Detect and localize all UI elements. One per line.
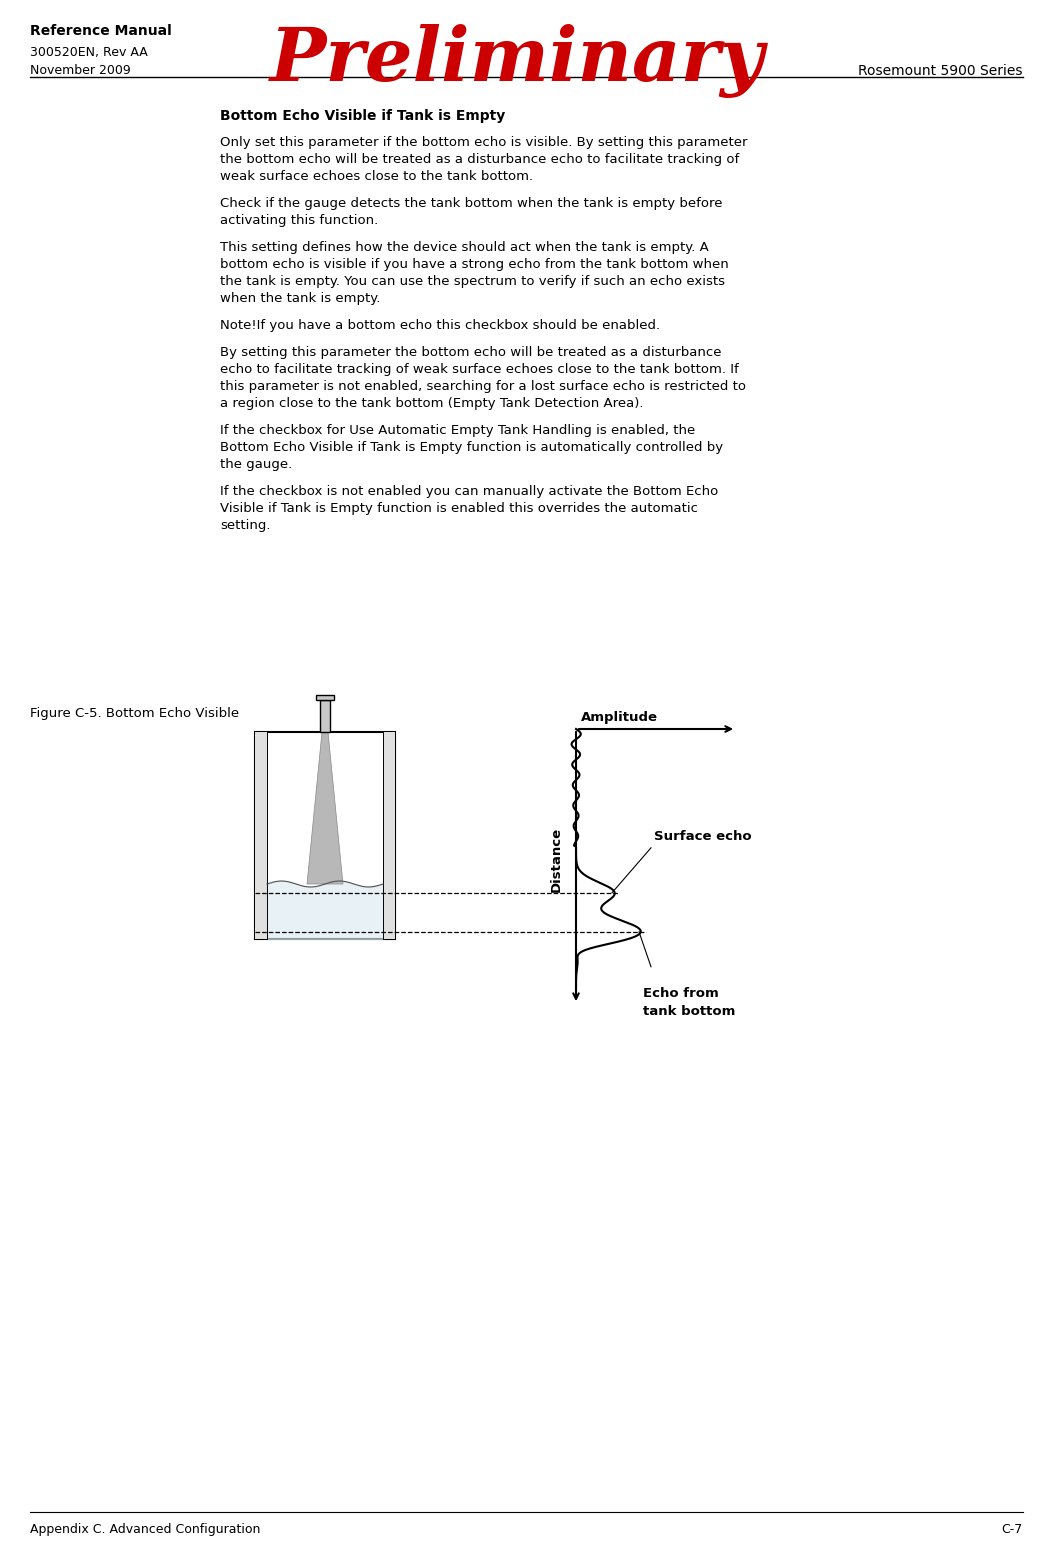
Text: Only set this parameter if the bottom echo is visible. By setting this parameter: Only set this parameter if the bottom ec… [220,136,748,149]
Bar [320,700,330,732]
Text: Check if the gauge detects the tank bottom when the tank is empty before: Check if the gauge detects the tank bott… [220,197,722,210]
Text: Visible if Tank is Empty function is enabled this overrides the automatic: Visible if Tank is Empty function is ena… [220,501,698,516]
Text: Appendix C. Advanced Configuration: Appendix C. Advanced Configuration [29,1523,260,1536]
Text: activating this function.: activating this function. [220,215,378,227]
Text: Bottom Echo Visible if Tank is Empty: Bottom Echo Visible if Tank is Empty [220,110,505,122]
Text: setting.: setting. [220,519,271,533]
Bar [255,732,395,939]
Text: Distance: Distance [550,826,562,892]
Text: Surface echo: Surface echo [654,831,752,843]
Text: Figure C-5. Bottom Echo Visible: Figure C-5. Bottom Echo Visible [29,707,239,719]
Text: weak surface echoes close to the tank bottom.: weak surface echoes close to the tank bo… [220,169,533,183]
Bar [383,732,395,939]
Polygon shape [307,732,343,884]
Text: Echo from: Echo from [643,987,719,1000]
Text: Reference Manual: Reference Manual [29,24,172,38]
Text: the gauge.: the gauge. [220,458,293,472]
Text: November 2009: November 2009 [29,64,131,77]
Text: 300520EN, Rev AA: 300520EN, Rev AA [29,45,147,60]
Text: If the checkbox is not enabled you can manually activate the Bottom Echo: If the checkbox is not enabled you can m… [220,486,718,498]
Text: the bottom echo will be treated as a disturbance echo to facilitate tracking of: the bottom echo will be treated as a dis… [220,154,739,166]
Text: Note!If you have a bottom echo this checkbox should be enabled.: Note!If you have a bottom echo this chec… [220,320,660,332]
Text: this parameter is not enabled, searching for a lost surface echo is restricted t: this parameter is not enabled, searching… [220,381,746,393]
Text: the tank is empty. You can use the spectrum to verify if such an echo exists: the tank is empty. You can use the spect… [220,274,726,288]
Text: This setting defines how the device should act when the tank is empty. A: This setting defines how the device shou… [220,241,709,254]
Text: echo to facilitate tracking of weak surface echoes close to the tank bottom. If: echo to facilitate tracking of weak surf… [220,364,739,376]
Text: Rosemount 5900 Series: Rosemount 5900 Series [858,64,1024,78]
Text: By setting this parameter the bottom echo will be treated as a disturbance: By setting this parameter the bottom ech… [220,346,721,359]
Text: C-7: C-7 [1001,1523,1024,1536]
Text: tank bottom: tank bottom [643,1004,735,1019]
Text: when the tank is empty.: when the tank is empty. [220,291,380,306]
Bar [316,696,334,700]
Bar [255,732,267,939]
Text: Preliminary: Preliminary [270,24,764,99]
Text: a region close to the tank bottom (Empty Tank Detection Area).: a region close to the tank bottom (Empty… [220,396,643,411]
Text: Amplitude: Amplitude [581,711,658,724]
Text: Bottom Echo Visible if Tank is Empty function is automatically controlled by: Bottom Echo Visible if Tank is Empty fun… [220,440,723,454]
Text: If the checkbox for Use Automatic Empty Tank Handling is enabled, the: If the checkbox for Use Automatic Empty … [220,425,695,437]
Text: bottom echo is visible if you have a strong echo from the tank bottom when: bottom echo is visible if you have a str… [220,259,729,271]
